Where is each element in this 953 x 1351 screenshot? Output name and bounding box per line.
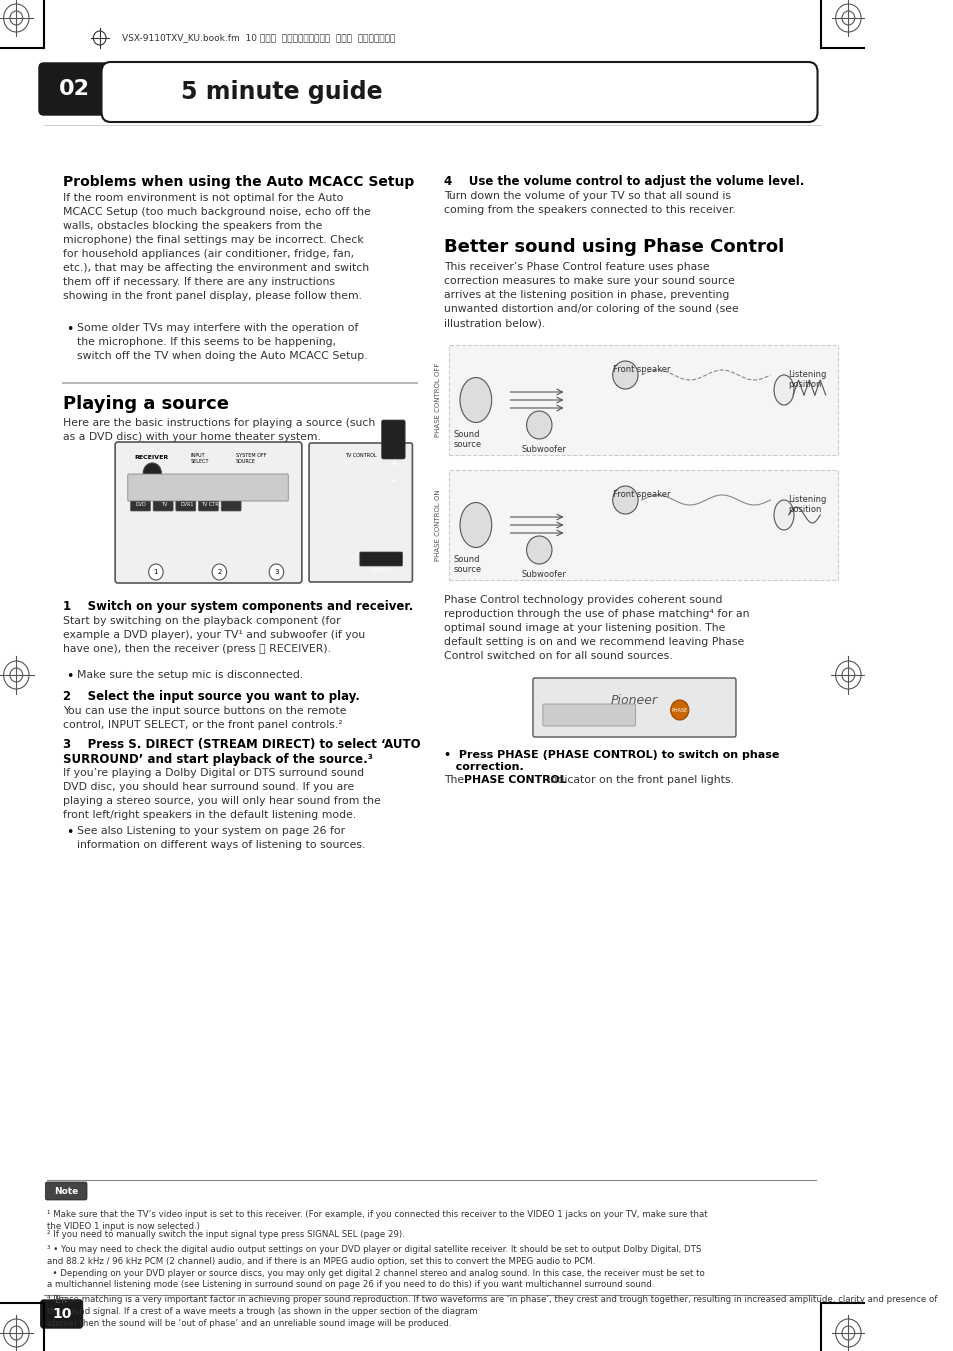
Text: indicator on the front panel lights.: indicator on the front panel lights. (543, 775, 733, 785)
Text: PHASE CONTROL OFF: PHASE CONTROL OFF (435, 363, 441, 438)
Text: DVD: DVD (135, 503, 146, 508)
Text: 2    Select the input source you want to play.: 2 Select the input source you want to pl… (64, 690, 360, 703)
FancyBboxPatch shape (46, 1182, 87, 1200)
Text: 3: 3 (274, 569, 278, 576)
Text: Listening
position: Listening position (788, 494, 826, 515)
FancyBboxPatch shape (175, 499, 195, 511)
Circle shape (269, 563, 283, 580)
Text: TV CTRL: TV CTRL (201, 503, 221, 508)
Ellipse shape (773, 376, 793, 405)
Text: INPUT
SELECT: INPUT SELECT (191, 453, 209, 463)
FancyBboxPatch shape (153, 499, 172, 511)
Text: TV CONTROL: TV CONTROL (345, 453, 376, 458)
Text: 4    Use the volume control to adjust the volume level.: 4 Use the volume control to adjust the v… (444, 176, 803, 188)
FancyBboxPatch shape (448, 470, 838, 580)
Text: •: • (66, 670, 73, 684)
Ellipse shape (612, 361, 638, 389)
Text: ⁴ Phase matching is a very important factor in achieving proper sound reproducti: ⁴ Phase matching is a very important fac… (47, 1296, 937, 1328)
Text: Front speaker: Front speaker (612, 490, 670, 499)
Text: Pioneer: Pioneer (610, 693, 658, 707)
Text: Make sure the setup mic is disconnected.: Make sure the setup mic is disconnected. (77, 670, 303, 680)
Text: Turn down the volume of your TV so that all sound is
coming from the speakers co: Turn down the volume of your TV so that … (444, 190, 735, 215)
Text: PHASE CONTROL ON: PHASE CONTROL ON (435, 489, 441, 561)
FancyBboxPatch shape (41, 1300, 82, 1328)
Text: 1    Switch on your system components and receiver.: 1 Switch on your system components and r… (64, 600, 414, 613)
FancyBboxPatch shape (448, 345, 838, 455)
Text: ¹ Make sure that the TV’s video input is set to this receiver. (For example, if : ¹ Make sure that the TV’s video input is… (47, 1210, 707, 1231)
Text: Subwoofer: Subwoofer (520, 570, 565, 580)
Text: If the room environment is not optimal for the Auto
MCACC Setup (too much backgr: If the room environment is not optimal f… (64, 193, 371, 301)
FancyBboxPatch shape (309, 443, 412, 582)
Text: –: – (391, 477, 395, 485)
FancyBboxPatch shape (131, 499, 151, 511)
Text: En: En (55, 1296, 68, 1305)
FancyBboxPatch shape (359, 553, 402, 566)
Ellipse shape (773, 500, 793, 530)
Text: DVR1: DVR1 (181, 503, 194, 508)
Text: You can use the input source buttons on the remote
control, INPUT SELECT, or the: You can use the input source buttons on … (64, 707, 347, 730)
Text: If you’re playing a Dolby Digital or DTS surround sound
DVD disc, you should hea: If you’re playing a Dolby Digital or DTS… (64, 767, 381, 820)
FancyBboxPatch shape (101, 62, 817, 122)
Text: Start by switching on the playback component (for
example a DVD player), your TV: Start by switching on the playback compo… (64, 616, 365, 654)
FancyBboxPatch shape (198, 499, 218, 511)
Text: •: • (66, 825, 73, 839)
Circle shape (143, 463, 161, 484)
Text: ² If you need to manually switch the input signal type press SIGNAL SEL (page 29: ² If you need to manually switch the inp… (47, 1229, 404, 1239)
Text: •: • (66, 323, 73, 336)
Text: This receiver’s Phase Control feature uses phase
correction measures to make sur: This receiver’s Phase Control feature us… (444, 262, 738, 328)
Text: Front speaker: Front speaker (612, 365, 670, 374)
Text: Subwoofer: Subwoofer (520, 444, 565, 454)
Ellipse shape (526, 536, 552, 563)
FancyBboxPatch shape (221, 499, 241, 511)
Text: Phase Control technology provides coherent sound
reproduction through the use of: Phase Control technology provides cohere… (444, 594, 749, 661)
FancyBboxPatch shape (542, 704, 635, 725)
Text: VSX-9110TXV_KU.book.fm  10 ページ  ２００６年４月４日  火曜日  午後５時１５分: VSX-9110TXV_KU.book.fm 10 ページ ２００６年４月４日 … (122, 34, 395, 42)
Text: Better sound using Phase Control: Better sound using Phase Control (444, 238, 783, 255)
Text: Playing a source: Playing a source (64, 394, 230, 413)
Text: Sound
source: Sound source (453, 430, 481, 450)
FancyBboxPatch shape (381, 420, 405, 459)
Text: RECEIVER: RECEIVER (134, 455, 169, 459)
Text: Some older TVs may interfere with the operation of
the microphone. If this seems: Some older TVs may interfere with the op… (77, 323, 367, 361)
Text: SYSTEM OFF
SOURCE: SYSTEM OFF SOURCE (235, 453, 266, 463)
Text: 5 minute guide: 5 minute guide (181, 80, 382, 104)
Text: 10: 10 (51, 1306, 71, 1321)
Ellipse shape (526, 411, 552, 439)
Ellipse shape (612, 486, 638, 513)
Text: TV: TV (161, 503, 167, 508)
FancyBboxPatch shape (115, 442, 301, 584)
Text: Listening
position: Listening position (788, 370, 826, 389)
Text: See also Listening to your system on page 26 for
information on different ways o: See also Listening to your system on pag… (77, 825, 365, 850)
Text: Problems when using the Auto MCACC Setup: Problems when using the Auto MCACC Setup (64, 176, 415, 189)
Circle shape (149, 563, 163, 580)
Text: PHASE CONTROL: PHASE CONTROL (463, 775, 566, 785)
FancyBboxPatch shape (533, 678, 735, 738)
FancyBboxPatch shape (39, 63, 110, 115)
Text: The: The (444, 775, 467, 785)
FancyBboxPatch shape (128, 474, 288, 501)
Text: Sound
source: Sound source (453, 555, 481, 574)
Circle shape (670, 700, 688, 720)
Text: +: + (390, 458, 396, 467)
Text: PHASE: PHASE (671, 708, 687, 712)
Text: 3    Press S. DIRECT (STREAM DIRECT) to select ‘AUTO
SURROUND’ and start playbac: 3 Press S. DIRECT (STREAM DIRECT) to sel… (64, 738, 420, 766)
Text: Note: Note (54, 1186, 78, 1196)
Text: Here are the basic instructions for playing a source (such
as a DVD disc) with y: Here are the basic instructions for play… (64, 417, 375, 442)
Text: S.DIRECT: S.DIRECT (369, 569, 392, 574)
Ellipse shape (459, 377, 491, 423)
Text: 02: 02 (59, 78, 90, 99)
Text: 1: 1 (153, 569, 158, 576)
Text: 2: 2 (217, 569, 221, 576)
Ellipse shape (459, 503, 491, 547)
Circle shape (212, 563, 227, 580)
Text: ³ • You may need to check the digital audio output settings on your DVD player o: ³ • You may need to check the digital au… (47, 1246, 704, 1289)
Text: •  Press PHASE (PHASE CONTROL) to switch on phase
   correction.: • Press PHASE (PHASE CONTROL) to switch … (444, 750, 779, 771)
